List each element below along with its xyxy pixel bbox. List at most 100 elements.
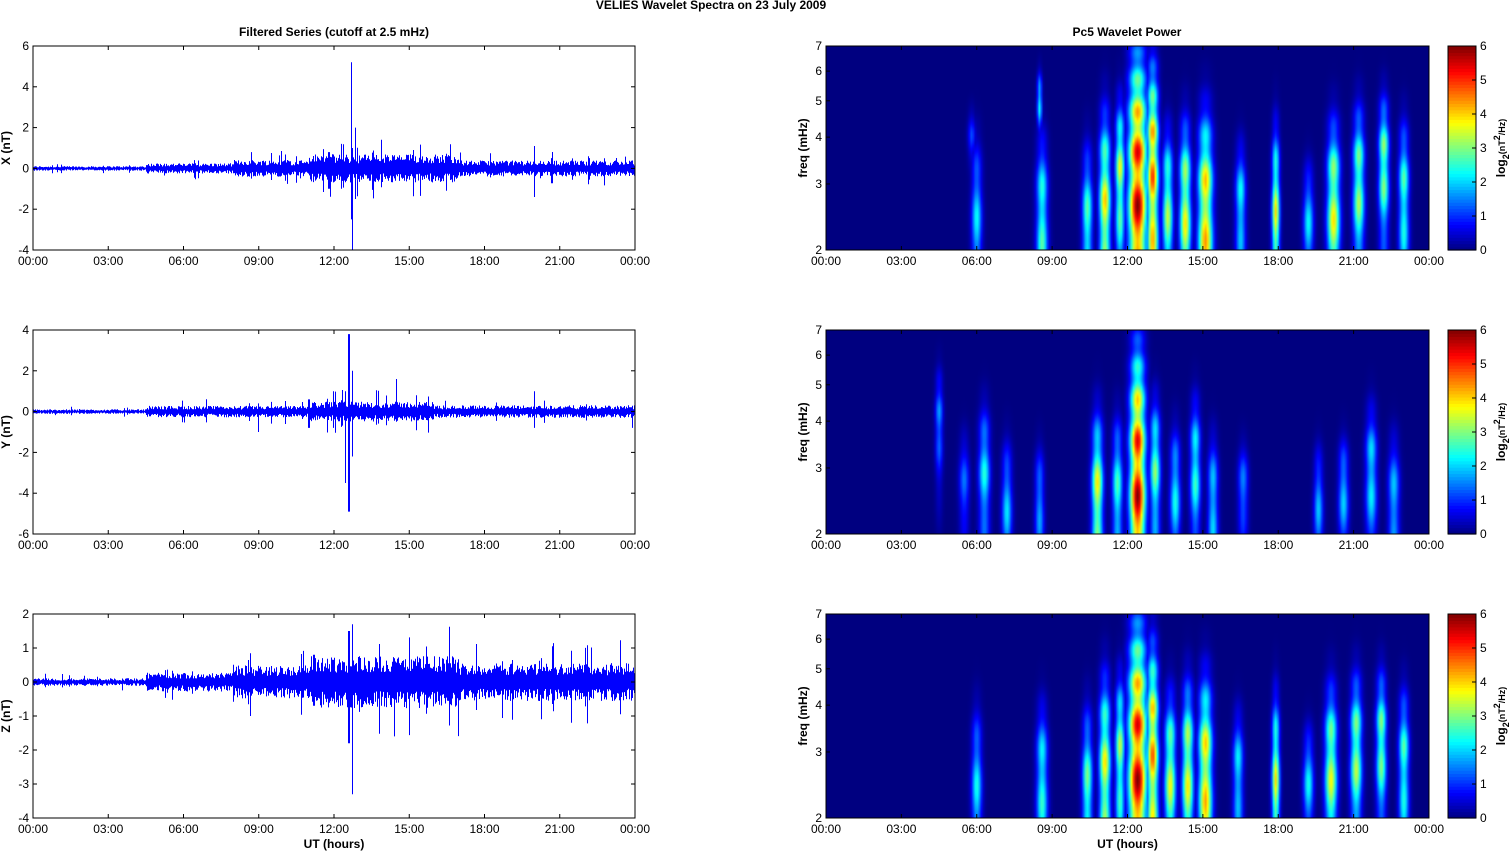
colorbar-swatch: [1448, 620, 1476, 625]
colorbar-swatch: [1448, 687, 1476, 692]
colorbar-swatch: [1448, 132, 1476, 136]
wavelet-power-image: [826, 330, 1429, 534]
colorbar-swatch: [1448, 100, 1476, 104]
colorbar-swatch: [1448, 483, 1476, 487]
colorbar-swatch: [1448, 425, 1476, 430]
colorbar-swatch: [1448, 719, 1476, 723]
colorbar-swatch: [1448, 234, 1476, 238]
colorbar-swatch: [1448, 476, 1476, 481]
colorbar-swatch: [1448, 658, 1476, 663]
colorbar-swatch: [1448, 189, 1476, 194]
colorbar-swatch: [1448, 199, 1476, 203]
series-xtick-label: 00:00: [18, 538, 48, 552]
colorbar-swatch: [1448, 237, 1476, 242]
ytick-label: 7: [815, 607, 822, 621]
series-panel-y: -6 -4 -2 0 2 4 00:00 03:00 06:00 09:00 12:00 15:00 1…: [0, 323, 650, 552]
wavelet-power-image: [826, 614, 1429, 818]
colorbar-swatch: [1448, 642, 1476, 647]
colorbar-swatch: [1448, 728, 1476, 733]
ytick-label: -4: [18, 243, 29, 257]
wavelet-xtick-label: 09:00: [1037, 822, 1067, 836]
ytick-label: 5: [815, 94, 822, 108]
wavelet-xtick-label: 06:00: [962, 538, 992, 552]
wavelet-xtick-label: 03:00: [886, 822, 916, 836]
colorbar-swatch: [1448, 674, 1476, 679]
y-axis-label: freq (mHz): [796, 402, 810, 461]
colorbar-swatch: [1448, 454, 1476, 459]
colorbar-swatch: [1448, 246, 1476, 251]
colorbar-swatch: [1448, 696, 1476, 701]
colorbar-swatch: [1448, 409, 1476, 414]
series-xtick-label: 18:00: [469, 254, 499, 268]
plot-area: [33, 46, 635, 250]
colorbar-swatch: [1448, 521, 1476, 526]
colorbar-swatch: [1448, 58, 1476, 63]
colorbar-swatch: [1448, 805, 1476, 810]
colorbar-swatch: [1448, 744, 1476, 749]
wavelet-xtick-label: 03:00: [886, 538, 916, 552]
colorbar-swatch: [1448, 135, 1476, 140]
colorbar-swatch: [1448, 116, 1476, 120]
colorbar-swatch: [1448, 227, 1476, 232]
colorbar-swatch: [1448, 518, 1476, 522]
colorbar-swatch: [1448, 802, 1476, 806]
colorbar-tick-label: 4: [1480, 391, 1487, 405]
colorbar-swatch: [1448, 492, 1476, 497]
wavelet-xtick-label: 12:00: [1112, 254, 1142, 268]
plot-area: [33, 330, 635, 534]
colorbar-swatch: [1448, 639, 1476, 644]
colorbar-swatch: [1448, 636, 1476, 641]
colorbar-swatch: [1448, 396, 1476, 401]
wavelet-xtick-label: 06:00: [962, 254, 992, 268]
wavelet-xtick-label: 09:00: [1037, 538, 1067, 552]
ytick-label: 3: [815, 745, 822, 759]
series-xtick-label: 03:00: [93, 822, 123, 836]
ytick-label: 4: [22, 323, 29, 337]
colorbar-swatch: [1448, 403, 1476, 408]
wavelet-xtick-label: 00:00: [811, 254, 841, 268]
series-xtick-label: 09:00: [244, 822, 274, 836]
colorbar-swatch: [1448, 438, 1476, 443]
colorbar-swatch: [1448, 486, 1476, 490]
y-axis-label: freq (mHz): [796, 118, 810, 177]
series-xtick-label: 00:00: [620, 538, 650, 552]
wavelet-xtick-label: 21:00: [1339, 822, 1369, 836]
colorbar-swatch: [1448, 377, 1476, 382]
colorbar-tick-label: 1: [1480, 209, 1487, 223]
colorbar-tick-label: 4: [1480, 675, 1487, 689]
colorbar-swatch: [1448, 738, 1476, 743]
colorbar-swatch: [1448, 741, 1476, 746]
colorbar-swatch: [1448, 167, 1476, 171]
colorbar-swatch: [1448, 333, 1476, 337]
colorbar-tick-label: 4: [1480, 107, 1487, 121]
colorbar-label-part: log: [1494, 727, 1508, 745]
series-panel-z: -4 -3 -2 -1 0 1 2 00:00 03:00 06:00 09:00 12:00 15:0…: [0, 607, 650, 851]
colorbar-swatch: [1448, 789, 1476, 794]
colorbar-swatch: [1448, 336, 1476, 341]
ytick-label: -3: [18, 777, 29, 791]
ytick-label: 2: [22, 121, 29, 135]
colorbar-label-part: (nT: [1497, 140, 1507, 154]
colorbar-swatch: [1448, 112, 1476, 117]
colorbar-swatch: [1448, 148, 1476, 152]
series-xtick-label: 00:00: [18, 822, 48, 836]
colorbar-tick-label: 2: [1480, 175, 1487, 189]
colorbar-swatch: [1448, 128, 1476, 133]
colorbar-swatch: [1448, 447, 1476, 452]
colorbar-swatch: [1448, 661, 1476, 666]
plot-area: [33, 614, 635, 818]
series-xtick-label: 00:00: [18, 254, 48, 268]
colorbar-label-part: log: [1494, 443, 1508, 461]
series-xtick-label: 15:00: [394, 254, 424, 268]
colorbar-label-part: (nT: [1497, 708, 1507, 722]
ytick-label: 2: [815, 527, 822, 541]
ytick-label: -4: [18, 811, 29, 825]
colorbar-swatch: [1448, 479, 1476, 484]
colorbar-swatch: [1448, 412, 1476, 417]
ytick-label: -6: [18, 527, 29, 541]
colorbar-swatch: [1448, 463, 1476, 468]
colorbar-swatch: [1448, 349, 1476, 353]
colorbar-label-part: 2: [1492, 419, 1502, 424]
